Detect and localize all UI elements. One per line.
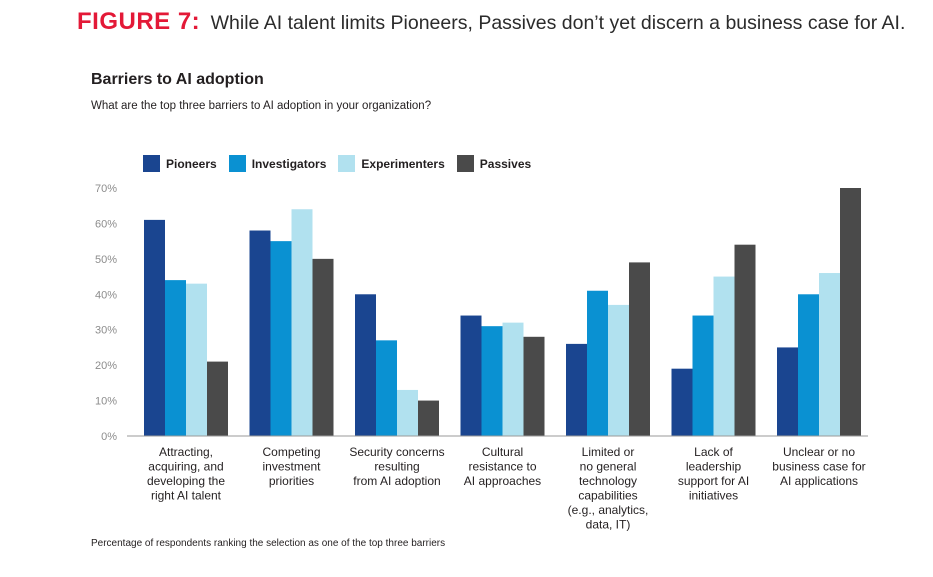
bar-passives (523, 336, 545, 436)
bar-pioneers (671, 368, 693, 436)
bar-investigators (798, 294, 819, 436)
y-tick-label: 70% (95, 183, 117, 195)
bar-investigators (165, 280, 186, 436)
bar-passives (312, 258, 334, 436)
y-tick-label: 40% (95, 289, 117, 301)
chart-footnote: Percentage of respondents ranking the se… (91, 538, 446, 549)
y-tick-label: 20% (95, 360, 117, 372)
bar-investigators (587, 290, 608, 436)
bar-experimenters (819, 273, 840, 436)
legend-label-investigators: Investigators (251, 156, 327, 171)
y-tick-label: 0% (101, 431, 117, 443)
bar-passives (734, 244, 756, 436)
x-tick-label: Cultural resistance to AI approaches (464, 445, 541, 488)
x-tick-label: Security concerns resulting from AI adopti… (349, 445, 444, 488)
bar-experimenters (608, 304, 629, 436)
bar-pioneers (249, 230, 271, 436)
legend-item-experimenters: Experimenters (338, 155, 445, 172)
y-tick-label: 30% (95, 325, 117, 337)
bar-investigators (376, 340, 397, 436)
bar-passives (207, 361, 228, 436)
bar-experimenters (502, 322, 524, 436)
legend-swatch-investigators (228, 155, 246, 172)
chart-subtitle: What are the top three barriers to AI ad… (91, 100, 432, 112)
legend-swatch-pioneers (143, 155, 160, 172)
x-tick-label: Competing investment priorities (262, 445, 321, 488)
bar-experimenters (186, 283, 207, 436)
y-tick-label: 10% (95, 396, 117, 408)
legend-item-passives: Passives (456, 155, 532, 172)
legend-label-pioneers: Pioneers (166, 156, 217, 171)
bar-investigators (270, 241, 292, 436)
y-tick-label: 50% (95, 254, 117, 266)
x-tick-label: Lack of leadership support for AI initiativ… (678, 445, 749, 503)
legend: Pioneers Investigators Experimenters Pas… (143, 155, 543, 172)
x-tick-label: Attracting, acquiring, and developing the r… (147, 445, 225, 503)
legend-label-passives: Passives (479, 156, 532, 171)
legend-label-experimenters: Experimenters (361, 156, 445, 171)
legend-swatch-experimenters (338, 155, 356, 172)
x-tick-label: Unclear or no business case for AI applica… (772, 445, 865, 488)
bar-investigators (481, 326, 503, 436)
legend-item-pioneers: Pioneers (143, 155, 217, 172)
bar-pioneers (144, 219, 165, 436)
y-tick-label: 60% (95, 218, 117, 230)
legend-item-investigators: Investigators (228, 155, 327, 172)
bar-passives (629, 262, 650, 436)
figure-heading: FIGURE 7: While AI talent limits Pioneer… (77, 8, 905, 36)
legend-swatch-passives (456, 155, 474, 172)
bar-pioneers (460, 315, 482, 436)
bar-experimenters (291, 209, 313, 436)
chart-title: Barriers to AI adoption (91, 71, 264, 88)
bar-investigators (692, 315, 714, 436)
bar-passives (840, 188, 861, 436)
bar-pioneers (777, 347, 798, 436)
bar-experimenters (713, 276, 735, 436)
bar-passives (418, 400, 439, 436)
figure-label: FIGURE 7: (77, 8, 201, 35)
figure-caption: While AI talent limits Pioneers, Passive… (210, 12, 906, 34)
bar-pioneers (566, 343, 587, 436)
x-tick-label: Limited or no general technology capabiliti… (568, 445, 649, 532)
bar-pioneers (355, 294, 376, 436)
bar-experimenters (397, 389, 418, 436)
